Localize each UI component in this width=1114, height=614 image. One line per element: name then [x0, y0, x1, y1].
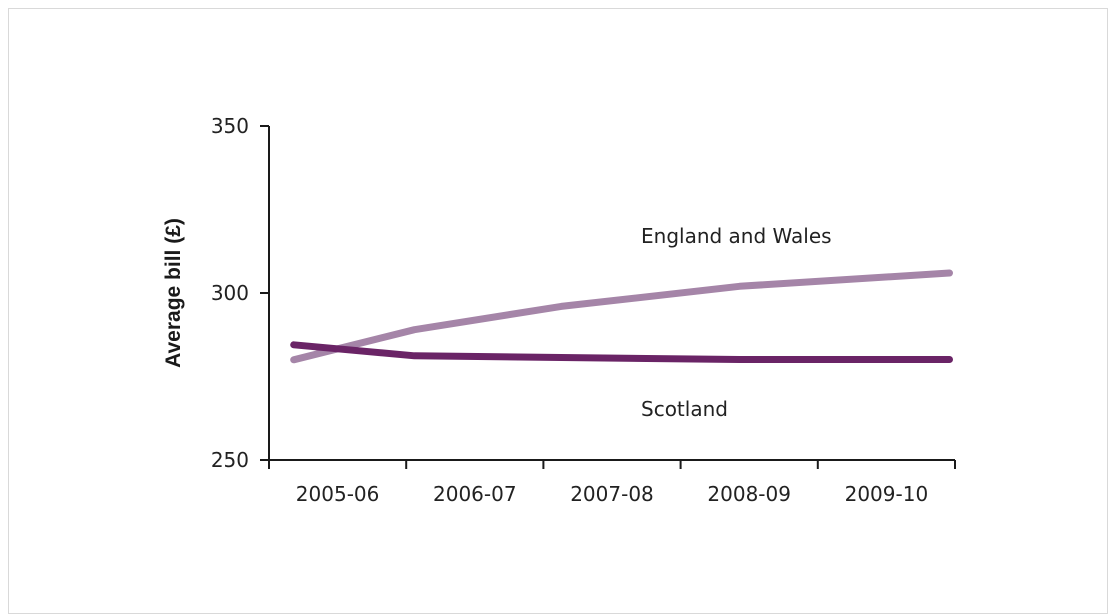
series-label-england-wales: England and Wales [641, 224, 832, 248]
chart-frame [8, 8, 1108, 614]
x-tick-label: 2006-07 [433, 482, 517, 506]
y-axis-title: Average bill (£) [162, 218, 185, 368]
series-label-scotland: Scotland [641, 397, 728, 421]
x-tick-label: 2009-10 [845, 482, 929, 506]
x-tick-label: 2008-09 [707, 482, 791, 506]
x-tick-label: 2005-06 [296, 482, 380, 506]
y-ticks: 250 300 350 [211, 114, 269, 472]
series-line-scotland [290, 341, 953, 363]
series-lines [290, 269, 953, 364]
axes [268, 126, 955, 461]
y-tick-label: 350 [211, 114, 249, 138]
series-line-england-wales [290, 269, 953, 364]
y-tick-label: 300 [211, 281, 249, 305]
x-ticks: 2005-06 2006-07 2007-08 2008-09 2009-10 [268, 460, 956, 506]
y-tick-label: 250 [211, 448, 249, 472]
x-tick-label: 2007-08 [570, 482, 654, 506]
